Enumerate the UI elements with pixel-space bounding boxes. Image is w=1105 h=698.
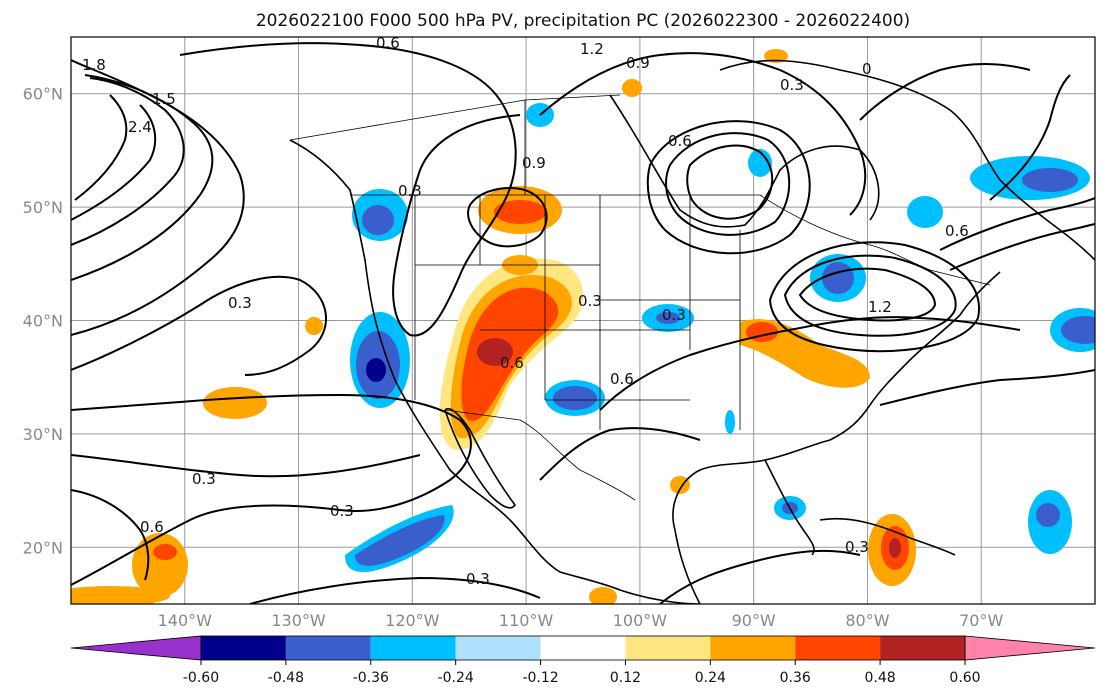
colorbar-extend-max [964, 635, 1096, 661]
precip-blob [748, 149, 772, 177]
precip-blob [822, 262, 854, 294]
precip-blob [622, 79, 642, 97]
precip-blob [355, 515, 445, 566]
pv-contour-label: 2.4 [128, 118, 152, 136]
longitude-tick-labels: 140°W 130°W 120°W 110°W 100°W 90°W 80°W 70°W [158, 611, 1004, 630]
colorbar-segment [540, 636, 626, 660]
colorbar-tick-label: -0.60 [183, 670, 219, 686]
lon-tick-label: 120°W [385, 611, 440, 630]
colorbar-tick-label: 0.48 [865, 670, 896, 686]
pv-contour-labels: 0.6 1.2 0.9 0.3 1.8 2.4 1.5 0 0.9 0.6 0.… [82, 34, 969, 588]
colorbar-segment [710, 636, 796, 660]
lon-tick-label: 100°W [613, 611, 668, 630]
pv-contour-label: 0.3 [662, 306, 686, 324]
colorbar-tick-label: -0.48 [268, 670, 304, 686]
lat-tick-label: 60°N [23, 85, 63, 104]
precip-blob [670, 476, 690, 494]
colorbar-extend-min [70, 635, 202, 661]
pv-contour-label: 0.3 [845, 538, 869, 556]
pv-contour-label: 0.3 [228, 294, 252, 312]
pv-contour-label: 0.6 [140, 518, 164, 536]
figure-title: 2026022100 F000 500 hPa PV, precipitatio… [256, 11, 910, 31]
precip-blob [764, 49, 788, 63]
colorbar: -0.60 -0.48 -0.36 -0.24 -0.12 0.12 0.24 0.36 0.4… [70, 635, 1096, 686]
pv-contour-label: 0.6 [668, 132, 692, 150]
pv-contour-label: 0.3 [192, 470, 216, 488]
pv-contour-label: 0.6 [500, 354, 524, 372]
pv-contour-label: 0.9 [522, 154, 546, 172]
precip-blob [203, 387, 267, 419]
map-frame [70, 36, 1096, 605]
lon-tick-label: 70°W [959, 611, 1003, 630]
precip-shading [71, 49, 1095, 604]
pv-contour-label: 0.3 [578, 292, 602, 310]
precip-blob [153, 544, 177, 560]
map-area: 0.6 1.2 0.9 0.3 1.8 2.4 1.5 0 0.9 0.6 0.… [71, 34, 1095, 604]
pv-contour-label: 0.6 [610, 370, 634, 388]
colorbar-tick-label: -0.24 [438, 670, 474, 686]
colorbar-segment [880, 636, 965, 660]
pv-contour-label: 0.3 [398, 182, 422, 200]
colorbar-segment [795, 636, 881, 660]
precip-blob [305, 317, 323, 335]
colorbar-segment [285, 636, 371, 660]
colorbar-tick-label: -0.36 [353, 670, 389, 686]
lon-tick-label: 130°W [271, 611, 326, 630]
precip-blob [1036, 503, 1060, 527]
precip-blob [1022, 168, 1078, 192]
colorbar-segment [455, 636, 541, 660]
pv-contour-label: 0 [862, 60, 872, 78]
precip-blob [907, 196, 943, 228]
pv-contour-label: 1.5 [152, 90, 176, 108]
lon-tick-label: 90°W [732, 611, 776, 630]
colorbar-tick-label: -0.12 [522, 670, 558, 686]
precip-blob [1061, 316, 1095, 344]
precip-blob [362, 205, 394, 235]
precip-blob [477, 338, 513, 366]
pv-contour-label: 0.9 [626, 54, 650, 72]
lon-tick-label: 110°W [499, 611, 554, 630]
colorbar-outline [200, 635, 966, 661]
latitude-tick-labels: 60°N 50°N 40°N 30°N 20°N [23, 85, 63, 558]
precip-blob [366, 358, 386, 382]
lon-tick-label: 80°W [845, 611, 889, 630]
pv-contour-label: 1.2 [580, 40, 604, 58]
pv-contour-label: 1.2 [868, 298, 892, 316]
precip-blob [656, 312, 680, 324]
coastlines [289, 59, 1095, 604]
pv-contour-label: 0.6 [376, 34, 400, 52]
colorbar-segment [625, 636, 711, 660]
colorbar-segment [201, 636, 286, 660]
precip-blob [889, 538, 901, 558]
lat-tick-label: 30°N [23, 425, 63, 444]
pv-contour-label: 1.8 [82, 56, 106, 74]
precip-blob [553, 386, 597, 410]
precip-blob [71, 586, 170, 604]
borders [289, 94, 991, 501]
colorbar-segment [370, 636, 456, 660]
colorbar-tick-label: 0.24 [695, 670, 726, 686]
lon-tick-label: 140°W [158, 611, 213, 630]
pv-contours [71, 42, 1095, 604]
colorbar-tick-label: 0.12 [610, 670, 641, 686]
precip-blob [589, 587, 617, 604]
lat-tick-label: 40°N [23, 312, 63, 331]
lat-tick-label: 50°N [23, 198, 63, 217]
colorbar-tick-label: 0.60 [949, 670, 980, 686]
pv-contour-label: 0.3 [780, 76, 804, 94]
lat-tick-label: 20°N [23, 538, 63, 557]
colorbar-tick-label: 0.36 [780, 670, 811, 686]
pv-contour-label: 0.6 [945, 222, 969, 240]
pv-contour-label: 0.3 [330, 502, 354, 520]
precip-blob [494, 200, 546, 224]
precip-blob [725, 410, 735, 434]
pv-contour-label: 0.3 [466, 570, 490, 588]
